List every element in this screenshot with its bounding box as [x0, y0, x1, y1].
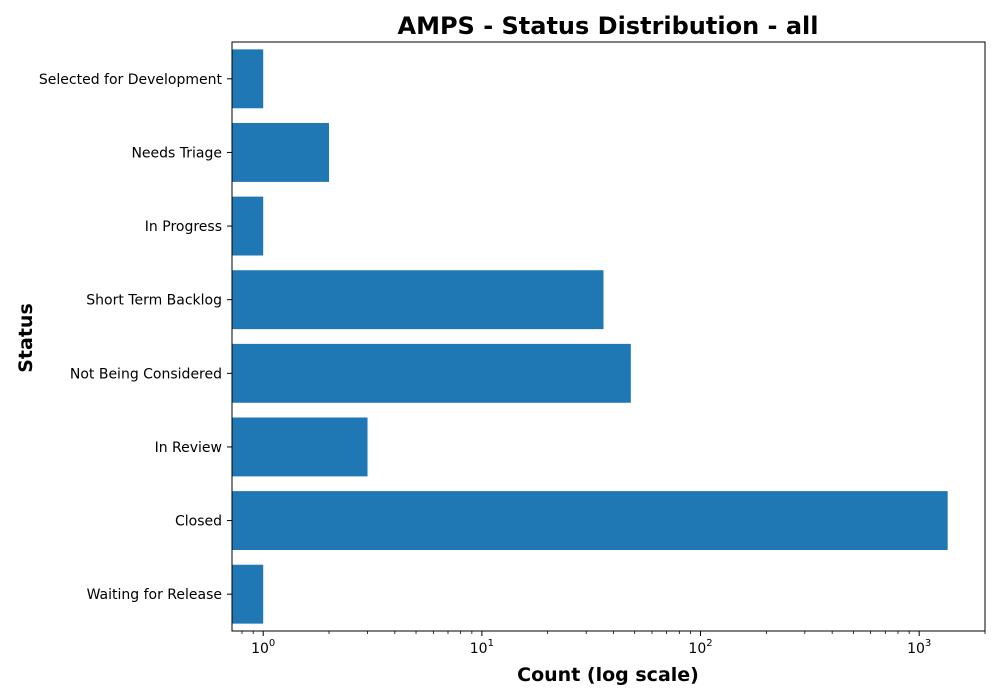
bar-waiting-for-release — [232, 564, 264, 624]
chart-title: AMPS - Status Distribution - all — [398, 12, 819, 40]
y-tick-label: In Review — [155, 440, 222, 456]
y-tick-label: Not Being Considered — [70, 366, 222, 382]
x-ticks-group: 100 101 102 103 — [241, 631, 986, 657]
bar-in-review — [232, 417, 368, 477]
y-ticks-group: Selected for Development Needs Triage In P… — [39, 72, 232, 603]
x-tick-label: 102 — [688, 638, 712, 657]
plot-frame — [231, 41, 986, 632]
y-tick-label: Closed — [175, 514, 222, 530]
y-tick-label: Selected for Development — [39, 72, 223, 88]
x-tick-label: 103 — [907, 638, 931, 657]
bar-not-being-considered — [232, 343, 631, 403]
x-tick-label: 100 — [251, 638, 275, 657]
y-tick-label: Short Term Backlog — [86, 293, 222, 309]
y-axis-label: Status — [15, 303, 37, 373]
bar-selected-for-development — [232, 49, 264, 109]
x-axis-label: Count (log scale) — [517, 664, 699, 686]
y-tick-label: In Progress — [145, 219, 222, 235]
bar-needs-triage — [232, 122, 330, 182]
bar-closed — [232, 491, 948, 551]
y-tick-label: Needs Triage — [131, 145, 222, 161]
bar-in-progress — [232, 196, 264, 256]
x-tick-label: 101 — [470, 638, 494, 657]
y-tick-label: Waiting for Release — [87, 587, 222, 603]
bars-group — [232, 49, 948, 624]
bar-short-term-backlog — [232, 270, 604, 330]
